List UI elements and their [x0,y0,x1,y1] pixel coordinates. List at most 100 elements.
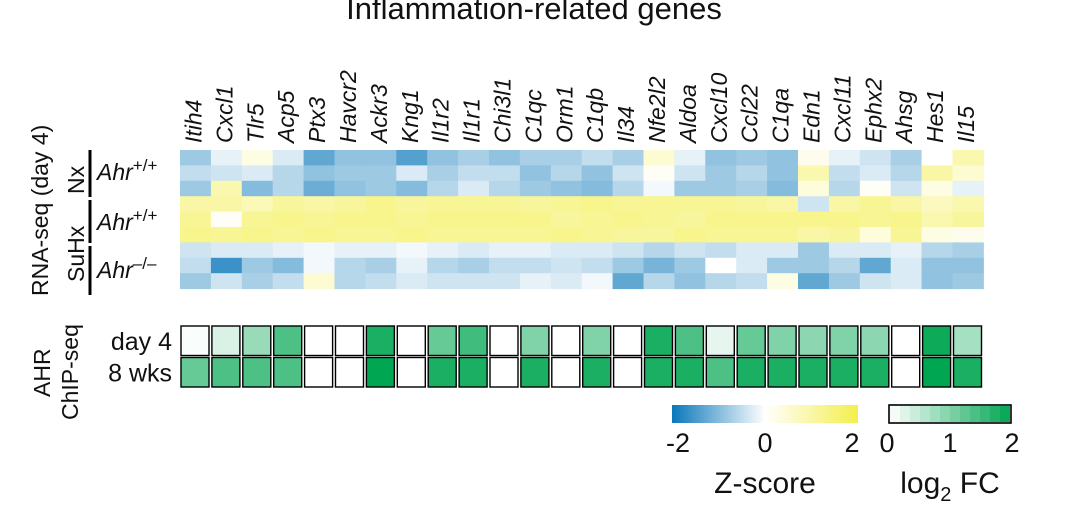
rna-cell-1-4 [303,165,335,182]
rna-cell-8-21 [828,273,861,290]
rna-cell-3-7 [396,196,428,213]
rna-cell-8-6 [365,273,397,290]
log2fc-colorbar-step [890,406,900,422]
chip-cell-1-10 [489,356,519,388]
rna-cell-8-14 [612,273,644,290]
rna-cell-7-2 [241,257,274,274]
chip-cell-1-12 [551,356,581,388]
chip-cell-0-23 [891,325,921,357]
rna-cell-7-4 [303,257,335,274]
rna-cell-6-0 [180,242,212,259]
condition-label-suhx: SuHx [63,225,89,282]
rna-cell-7-7 [396,257,428,274]
rna-cell-2-6 [365,180,397,197]
rna-cell-0-15 [643,150,675,166]
chip-cell-0-13 [582,325,612,357]
gene-label-ahsg: Ahsg [891,90,917,145]
rna-cell-2-0 [180,180,212,197]
rna-cell-0-11 [519,150,552,166]
rna-cell-2-9 [458,180,490,197]
gene-label-chi3l1: Chi3l1 [489,78,515,143]
rna-cell-8-24 [921,273,953,290]
rna-cell-0-22 [859,150,892,166]
genotype-gene: Ahr [95,159,134,185]
gene-label-orm1: Orm1 [551,86,577,144]
chip-cell-1-1 [211,356,241,388]
rna-cell-1-3 [272,165,305,182]
rna-cell-3-14 [612,196,644,213]
gene-label-acp5: Acp5 [273,90,299,145]
genotype-allele: –/– [133,254,157,273]
chip-cell-1-21 [829,356,859,388]
rna-cell-5-18 [736,227,768,243]
gene-label-havcr2: Havcr2 [335,70,361,143]
rna-cell-3-17 [705,196,737,213]
rna-cell-7-12 [550,257,583,274]
rna-cell-8-7 [396,273,428,290]
gene-label-c1qc: C1qc [520,89,546,143]
rna-cell-7-1 [210,257,243,274]
rna-cell-0-6 [365,150,397,166]
log2fc-label-rest: FC [951,467,999,500]
rna-cell-5-17 [705,227,737,243]
rna-cell-8-20 [798,273,830,290]
rna-cell-8-12 [550,273,583,290]
log2fc-colorbar-step [990,406,1000,422]
chip-cell-1-8 [427,356,457,388]
rna-cell-5-6 [365,227,397,243]
gene-label-ptx3: Ptx3 [304,97,330,143]
rna-cell-5-20 [798,227,830,243]
rna-cell-1-15 [643,165,675,182]
gene-label-ccl22: Ccl22 [737,84,763,143]
rna-cell-5-9 [458,227,490,243]
rna-cell-7-23 [890,257,923,274]
rna-cell-6-10 [489,242,521,259]
rna-cell-6-18 [736,242,768,259]
rna-cell-7-25 [952,257,984,274]
rna-cell-3-8 [427,196,459,213]
gene-label-ephx2: Ephx2 [860,78,886,143]
chip-cell-1-9 [458,356,488,388]
rna-cell-1-2 [241,165,274,182]
rna-cell-2-23 [890,180,923,197]
rna-cell-5-3 [272,227,305,243]
chip-cell-0-21 [829,325,859,357]
chip-cell-0-19 [767,325,797,357]
rna-cell-6-12 [550,242,583,259]
rna-cell-1-24 [921,165,953,182]
rna-cell-6-16 [674,242,706,259]
rna-cell-3-4 [303,196,335,213]
chip-cell-1-0 [180,356,210,388]
rna-cell-0-25 [952,150,984,166]
gene-label-il15: Il15 [953,106,979,143]
rna-cell-1-20 [798,165,830,182]
rna-cell-3-23 [890,196,923,213]
rna-cell-1-10 [489,165,521,182]
rna-cell-2-7 [396,180,428,197]
rna-cell-3-9 [458,196,490,213]
rna-cell-2-5 [334,180,366,197]
log2fc-label-base: log [900,467,940,500]
chip-row-label-1: 8 wks [108,360,172,388]
rna-cell-7-8 [427,257,459,274]
log2fc-legend-label: log2 FC [900,467,1000,506]
chip-cell-0-1 [211,325,241,357]
rna-cell-3-24 [921,196,953,213]
row-labels: RNA-seq (day 4) NxSuHxAhr+/+Ahr+/+Ahr–/–d… [27,125,172,420]
rna-seq-heatmap [180,150,984,290]
rna-cell-5-14 [612,227,644,243]
rna-cell-2-16 [674,180,706,197]
rna-cell-6-9 [458,242,490,259]
rna-cell-4-12 [550,211,583,228]
rna-cell-8-17 [705,273,737,290]
rna-cell-4-18 [736,211,768,228]
rna-cell-1-22 [859,165,892,182]
chip-cell-1-2 [242,356,272,388]
log2fc-label-subscript: 2 [940,484,951,506]
log2fc-colorbar-step [980,406,990,422]
zscore-tick-2: 2 [844,428,859,458]
rna-cell-8-22 [859,273,892,290]
rna-cell-5-4 [303,227,335,243]
rna-cell-0-2 [241,150,274,166]
zscore-legend-label: Z-score [714,467,816,500]
